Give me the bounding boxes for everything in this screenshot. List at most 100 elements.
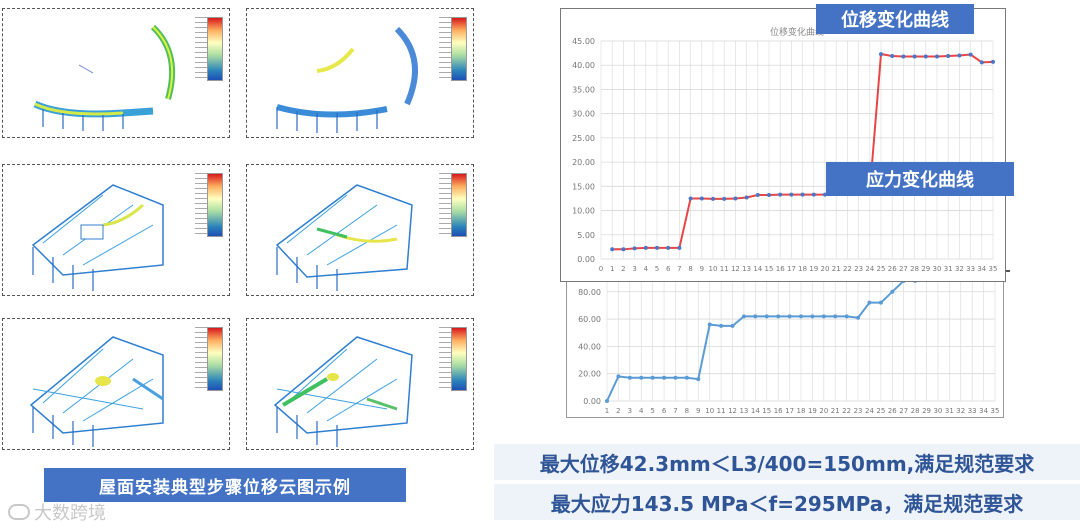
displacement-point [632,246,637,251]
stress-point [810,314,815,319]
displacement-curve-label: 位移变化曲线 [816,4,974,34]
displacement-x-tick-label: 34 [977,265,986,273]
stress-x-tick-label: 24 [865,407,874,415]
displacement-x-tick-label: 10 [709,265,718,273]
stress-point [605,399,609,403]
displacement-y-tick-label: 0.00 [577,255,595,264]
displacement-point [677,245,682,250]
stress-x-tick-label: 34 [979,407,988,415]
stress-x-tick-label: 5 [650,407,654,415]
stress-x-tick-label: 11 [717,407,726,415]
stress-x-tick-label: 32 [956,407,965,415]
stress-point [867,300,872,305]
displacement-y-tick-label: 5.00 [577,231,595,240]
stress-point [890,289,895,294]
conclusion-stress: 最大应力143.5 MPa＜f=295MPa，满足规范要求 [494,484,1080,520]
contour-legend-lines-3 [195,173,207,235]
displacement-chart-title: 位移变化曲线 [770,26,824,38]
displacement-point [901,54,906,59]
displacement-chart-frame: 0.00 5.00 10.00 15.00 20.00 25.00 30.00 35.00 40… [560,8,1006,282]
contour-panel-5 [2,318,230,450]
stress-point [821,314,826,319]
stress-point [878,300,883,305]
stress-x-tick-label: 15 [762,407,771,415]
displacement-x-tick-label: 4 [644,265,649,273]
displacement-point [722,196,727,201]
stress-x-tick-label: 25 [876,407,885,415]
displacement-x-tick-label: 22 [843,265,852,273]
displacement-point [879,52,883,57]
displacement-x-tick-label: 15 [765,265,774,273]
displacement-y-tick-label: 40.00 [572,61,595,70]
displacement-point [912,54,917,59]
stress-x-tick-label: 26 [888,407,897,415]
stress-x-tick-label: 19 [808,407,817,415]
stress-x-tick-label: 14 [751,407,760,415]
displacement-y-tick-label: 10.00 [572,207,595,216]
displacement-point [923,54,928,59]
displacement-x-tick-label: 20 [821,265,830,273]
contour-drawing-4 [275,184,413,291]
displacement-point [979,60,984,65]
contour-drawing-1 [33,24,176,131]
stress-x-tick-label: 22 [842,407,851,415]
displacement-point [957,53,962,58]
contour-drawing-6 [273,336,413,447]
stress-x-tick-label: 2 [616,407,620,415]
stress-point [844,314,849,319]
displacement-point [699,196,704,201]
displacement-x-tick-label: 9 [700,265,704,273]
stress-x-tick-label: 3 [628,407,632,415]
contour-panel-6 [246,318,474,450]
displacement-point [890,54,895,59]
watermark: 大数跨境 [8,499,106,525]
stress-x-tick-label: 30 [933,407,942,415]
contour-panel-4 [246,164,474,296]
stress-x-tick-label: 9 [696,407,700,415]
stress-point [650,375,655,380]
stress-x-tick-label: 35 [991,407,1000,415]
displacement-point [968,52,973,57]
displacement-x-tick-label: 3 [632,265,636,273]
stress-point [673,375,678,380]
displacement-y-tick-label: 30.00 [572,110,595,119]
contour-drawing-2 [276,26,418,133]
displacement-point [778,192,783,197]
stress-x-tick-label: 12 [728,407,737,415]
displacement-point [755,193,760,198]
watermark-text: 大数跨境 [34,503,106,524]
stress-y-tick-label: 60.00 [578,315,601,324]
displacement-point [767,193,771,198]
displacement-x-tick-label: 19 [809,265,818,273]
displacement-x-tick-label: 29 [921,265,930,273]
stress-point [730,323,735,328]
stress-y-tick-label: 40.00 [578,342,601,351]
contour-caption: 屋面安装典型步骤位移云图示例 [44,468,406,502]
stress-x-tick-label: 4 [639,407,644,415]
displacement-point [621,247,626,252]
displacement-y-tick-label: 35.00 [572,85,595,94]
stress-x-tick-label: 17 [785,407,794,415]
stress-point [662,375,667,380]
stress-x-tick-label: 21 [831,407,840,415]
displacement-point [711,196,715,201]
displacement-point [744,195,749,200]
displacement-point [688,196,693,201]
stress-x-tick-label: 16 [774,407,783,415]
displacement-y-tick-label: 25.00 [572,134,595,143]
contour-legend-lines-5 [195,327,207,389]
displacement-point [991,59,995,64]
displacement-x-tick-label: 6 [666,265,671,273]
displacement-x-tick-label: 12 [731,265,740,273]
stress-x-tick-label: 33 [968,407,977,415]
contour-legend-4 [451,173,467,237]
contour-panel-2 [246,8,474,138]
displacement-x-tick-label: 7 [677,265,681,273]
contour-legend-lines-2 [439,17,451,79]
displacement-x-tick-label: 33 [966,265,975,273]
contour-legend-lines-6 [439,327,451,389]
displacement-x-tick-label: 5 [655,265,659,273]
displacement-x-tick-label: 1 [610,265,614,273]
displacement-point [946,54,951,59]
displacement-point [800,192,805,197]
